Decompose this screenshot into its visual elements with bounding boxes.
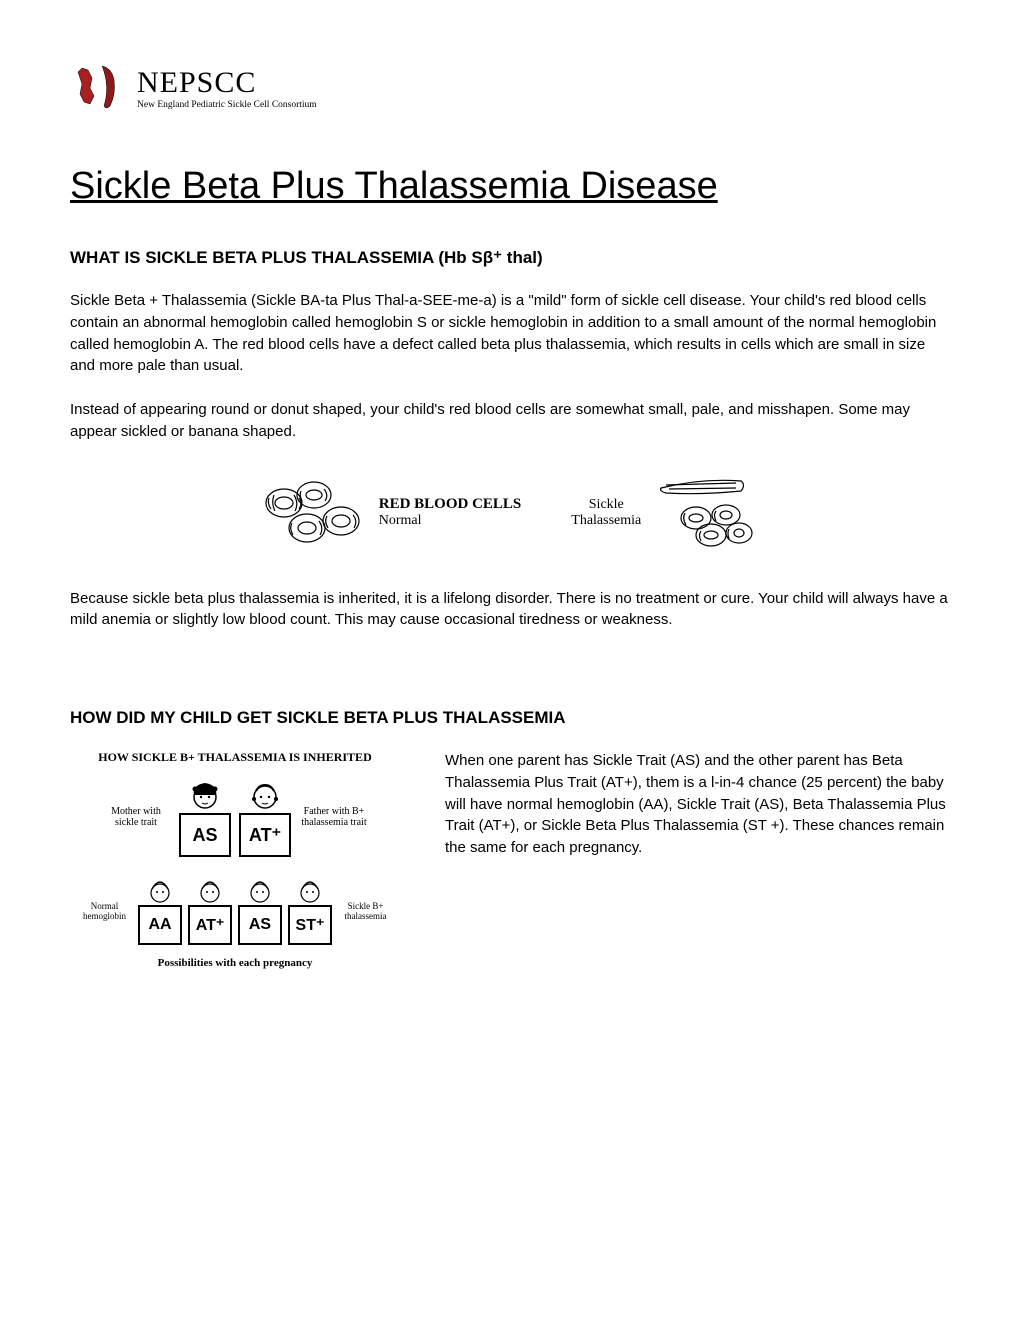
child-0: AA	[138, 877, 182, 945]
child-0-geno: AA	[138, 905, 182, 945]
children-row: Normal hemoglobin AA	[70, 877, 400, 945]
sickle-cells-icon	[651, 473, 761, 553]
father-geno: AT⁺	[239, 813, 291, 857]
page-title: Sickle Beta Plus Thalassemia Disease	[70, 165, 950, 208]
mother-face-icon	[187, 777, 223, 813]
child-3: ST⁺	[288, 877, 332, 945]
sickle-cell-group: Sickle Thalassemia	[571, 473, 761, 553]
possibilities-text: Possibilities with each pregnancy	[70, 957, 400, 969]
child-0-label: Normal hemoglobin	[77, 901, 132, 921]
logo-text-group: NEPSCC New England Pediatric Sickle Cell…	[137, 66, 317, 110]
section1-heading: WHAT IS SICKLE BETA PLUS THALASSEMIA (Hb…	[70, 248, 950, 268]
mother-geno: AS	[179, 813, 231, 857]
section1-para1: Sickle Beta + Thalassemia (Sickle BA-ta …	[70, 290, 950, 377]
child-face-icon	[196, 877, 224, 905]
sickle-label-line2: Thalassemia	[571, 513, 641, 529]
inheritance-diagram: HOW SICKLE B+ THALASSEMIA IS INHERITED M…	[70, 750, 400, 969]
normal-label: Normal	[379, 513, 422, 529]
child-3-geno: ST⁺	[288, 905, 332, 945]
child-2: AS	[238, 877, 282, 945]
father-face-icon	[247, 777, 283, 813]
blood-cell-diagram: RED BLOOD CELLS Normal Sickle Thalassemi…	[70, 473, 950, 553]
section1-para2: Instead of appearing round or donut shap…	[70, 399, 950, 443]
logo-subtitle: New England Pediatric Sickle Cell Consor…	[137, 100, 317, 110]
normal-cells-icon	[259, 473, 369, 553]
mother-label: Mother with sickle trait	[101, 806, 171, 828]
child-1: AT⁺	[188, 877, 232, 945]
section2-body-text: When one parent has Sickle Trait (AS) an…	[445, 750, 950, 969]
child-face-icon	[146, 877, 174, 905]
sickle-label-line1: Sickle	[571, 497, 641, 513]
section1-para3: Because sickle beta plus thalassemia is …	[70, 588, 950, 632]
sickle-label-group: Sickle Thalassemia	[571, 497, 641, 529]
logo-title: NEPSCC	[137, 66, 317, 100]
child-3-label: Sickle B+ thalassemia	[338, 901, 393, 921]
inheritance-section: HOW SICKLE B+ THALASSEMIA IS INHERITED M…	[70, 750, 950, 969]
child-1-geno: AT⁺	[188, 905, 232, 945]
logo-icon	[70, 60, 125, 115]
parent-row: Mother with sickle trait AS	[70, 777, 400, 857]
child-2-geno: AS	[238, 905, 282, 945]
normal-label-group: RED BLOOD CELLS Normal	[379, 496, 522, 529]
normal-cell-group: RED BLOOD CELLS Normal	[259, 473, 522, 553]
child-face-icon	[246, 877, 274, 905]
rbc-title: RED BLOOD CELLS	[379, 496, 522, 513]
logo-area: NEPSCC New England Pediatric Sickle Cell…	[70, 60, 950, 115]
father-label: Father with B+ thalassemia trait	[299, 806, 369, 828]
father-box: AT⁺	[239, 777, 291, 857]
child-face-icon	[296, 877, 324, 905]
inheritance-diagram-title: HOW SICKLE B+ THALASSEMIA IS INHERITED	[70, 750, 400, 765]
section2-heading: HOW DID MY CHILD GET SICKLE BETA PLUS TH…	[70, 708, 950, 728]
mother-box: AS	[179, 777, 231, 857]
